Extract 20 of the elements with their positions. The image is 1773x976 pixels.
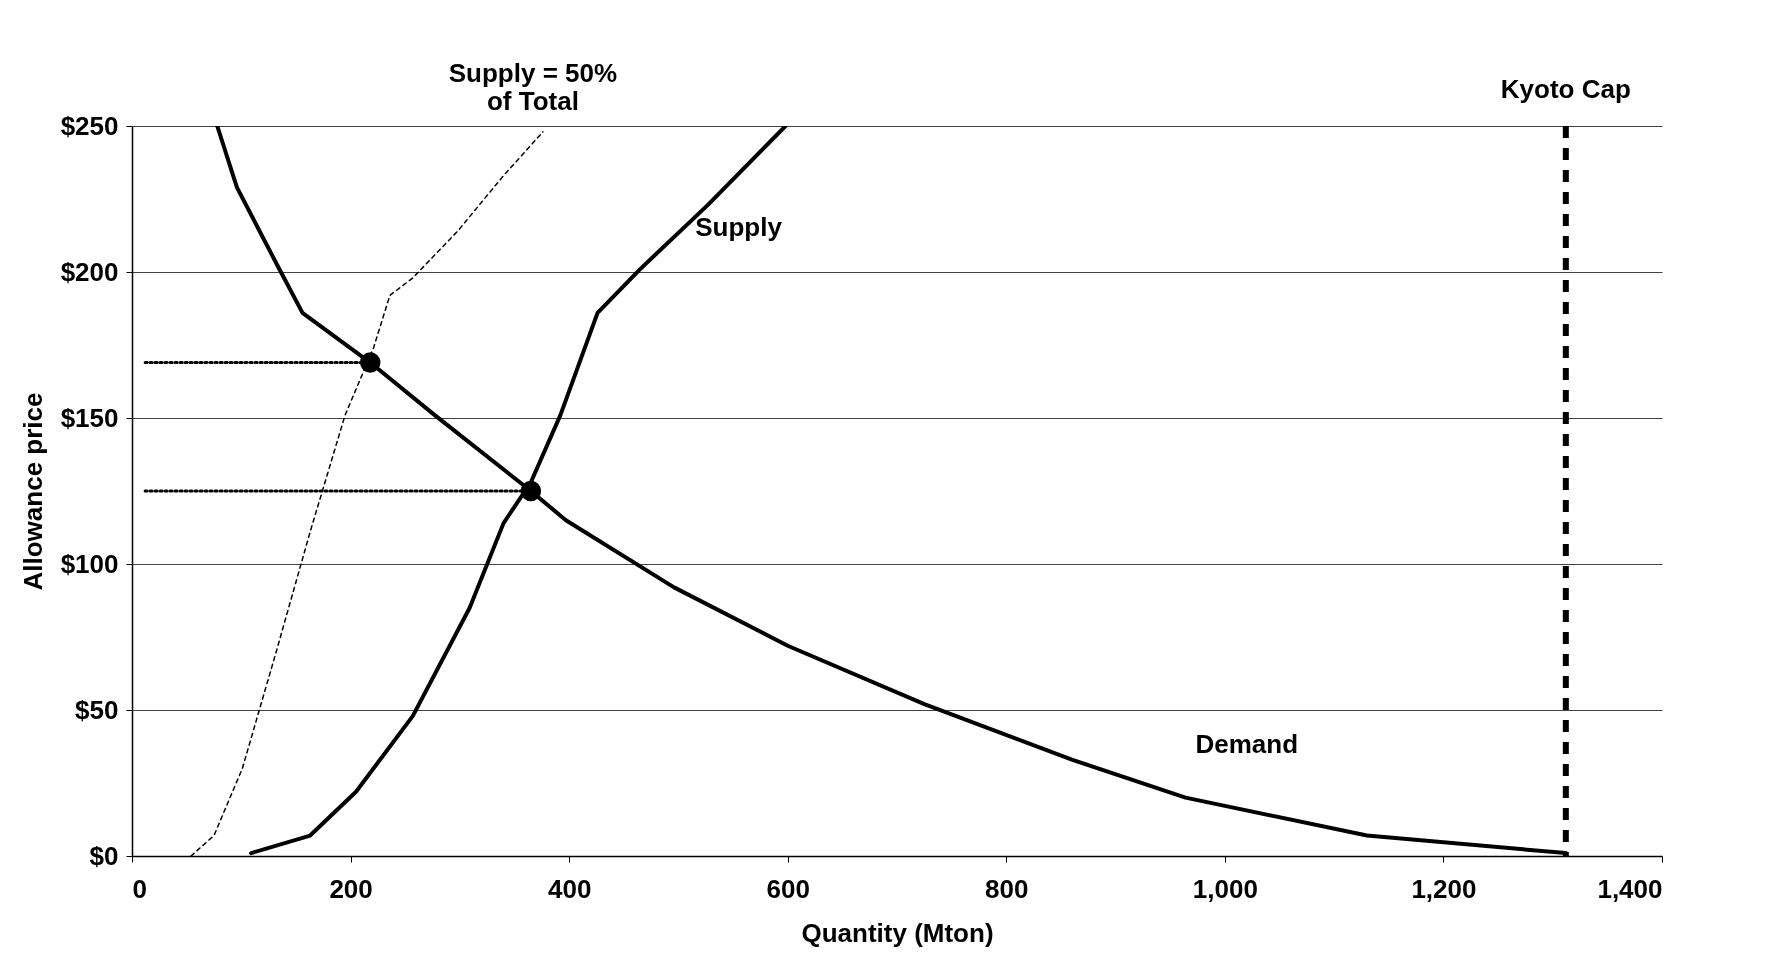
x-tick-label: 400 bbox=[547, 873, 592, 904]
x-tick-label: 1,400 bbox=[1597, 873, 1663, 904]
y-tick-label: $50 bbox=[75, 694, 119, 725]
series-label: Supply = 50% of Total bbox=[448, 57, 618, 116]
x-axis-title: Quantity (Mton) bbox=[801, 917, 994, 948]
series-label: Supply bbox=[695, 212, 783, 243]
y-tick-label: $200 bbox=[60, 256, 119, 287]
y-tick-label: $150 bbox=[60, 402, 119, 433]
x-tick-label: 200 bbox=[329, 873, 373, 904]
x-tick-label: 800 bbox=[985, 873, 1029, 904]
x-tick-label: 1,000 bbox=[1192, 873, 1258, 904]
x-tick-label: 600 bbox=[766, 873, 810, 904]
y-tick-label: $100 bbox=[60, 548, 119, 579]
x-tick-label: 0 bbox=[132, 873, 147, 904]
ref-line-label: Kyoto Cap bbox=[1500, 74, 1631, 104]
y-tick-label: $250 bbox=[60, 110, 119, 141]
y-axis-title: Allowance price bbox=[17, 392, 48, 591]
x-tick-label: 1,200 bbox=[1411, 873, 1477, 904]
y-tick-label: $0 bbox=[89, 840, 119, 871]
series-label: Demand bbox=[1195, 728, 1299, 759]
